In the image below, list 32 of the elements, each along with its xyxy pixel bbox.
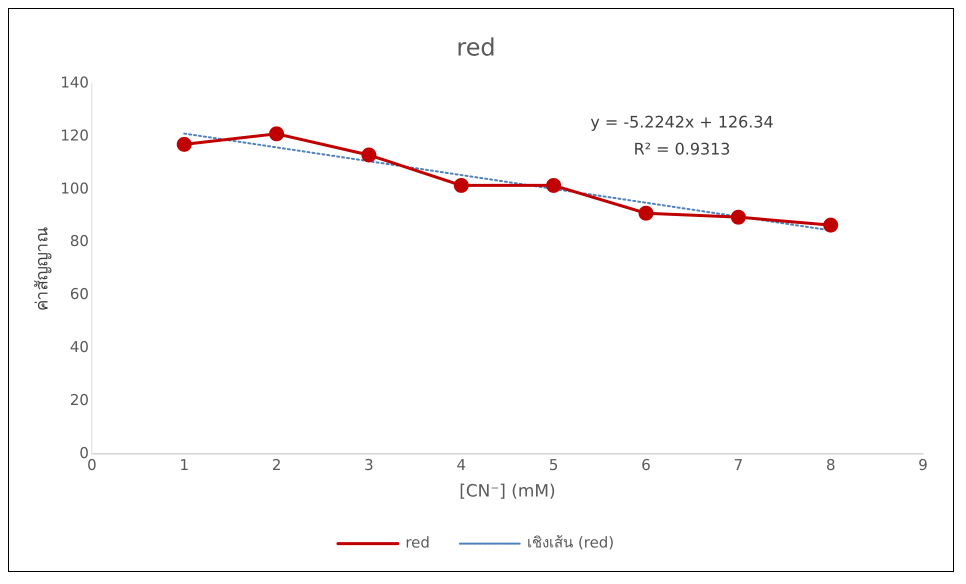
point bbox=[546, 178, 562, 193]
y-tick-label: 40 bbox=[70, 338, 89, 356]
annotation: R² = 0.9313 bbox=[634, 139, 730, 158]
point bbox=[269, 126, 284, 142]
point bbox=[361, 148, 376, 162]
x-tick-label: 2 bbox=[272, 456, 282, 474]
point bbox=[638, 206, 654, 221]
x-tick-label: 9 bbox=[918, 456, 928, 474]
x-tick-label: 8 bbox=[826, 456, 836, 474]
x-tick-label: 5 bbox=[548, 456, 558, 474]
y-tick-label: 60 bbox=[70, 285, 89, 304]
x-tick-label: 7 bbox=[734, 456, 744, 474]
legend-label: เชิงเส้น (red) bbox=[527, 533, 614, 552]
y-tick-label: 20 bbox=[70, 390, 89, 409]
x-axis-title: [CN⁻] (mM) bbox=[459, 480, 556, 500]
y-tick-label: 100 bbox=[60, 179, 89, 198]
x-tick-label: 4 bbox=[456, 456, 466, 474]
y-tick-label: 140 bbox=[60, 73, 89, 92]
point bbox=[823, 218, 838, 233]
y-tick-label: 120 bbox=[60, 126, 89, 144]
point bbox=[454, 178, 469, 193]
x-tick-label: 3 bbox=[364, 456, 374, 474]
legend-label: red bbox=[405, 533, 430, 552]
x-tick-label: 6 bbox=[641, 456, 651, 474]
y-tick-label: 0 bbox=[79, 444, 89, 462]
point bbox=[176, 136, 192, 152]
x-tick-label: 1 bbox=[179, 456, 189, 474]
point bbox=[730, 210, 746, 225]
y-tick-label: 80 bbox=[70, 232, 89, 250]
annotation: y = -5.2242x + 126.34 bbox=[590, 112, 774, 132]
chart-title: red bbox=[456, 33, 496, 62]
y-axis-title: ค่าสัญญาณ bbox=[32, 226, 52, 312]
